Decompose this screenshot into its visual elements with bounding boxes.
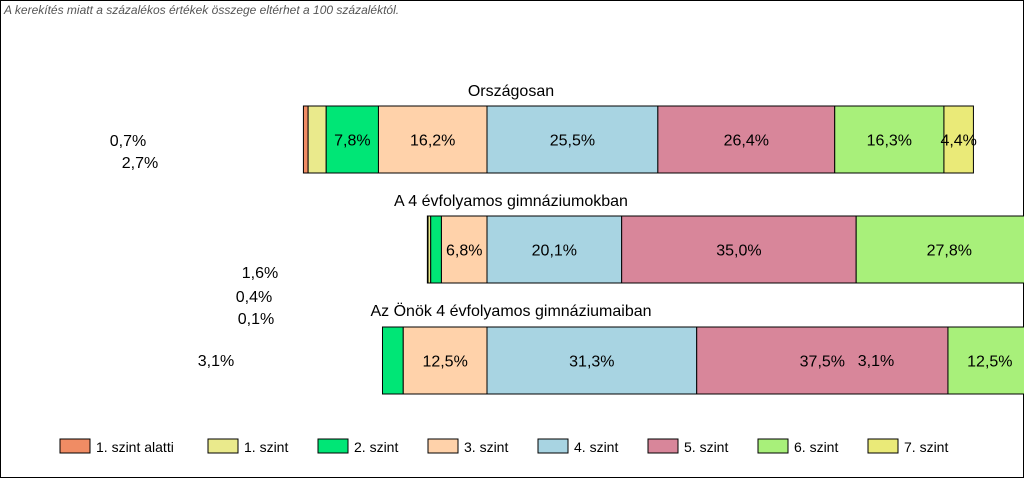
legend-swatch-7: [867, 438, 899, 454]
legend-label-6: 6. szint: [794, 439, 838, 455]
legend-label-3: 3. szint: [464, 439, 508, 455]
bar-2-segment-6: [947, 326, 1024, 395]
bar-1-label-2: 1,6%: [242, 265, 278, 282]
bar-1-label-4: 20,1%: [532, 243, 577, 260]
bar-2-label-5: 37,5%: [800, 354, 845, 371]
legend-swatch-5: [647, 438, 679, 454]
legend-swatch-4: [537, 438, 569, 454]
bar-0-segment-1: [307, 105, 327, 174]
bar-1-segment-6: [855, 215, 1024, 284]
bar-2-segment-5: [696, 326, 949, 395]
bar-0-segment-5: [657, 105, 836, 174]
legend-label-7: 7. szint: [904, 439, 948, 455]
bar-1-label-3: 6,8%: [446, 243, 482, 260]
bar-2-label-4: 31,3%: [569, 354, 614, 371]
bar-title-1: A 4 évfolyamos gimnáziumokban: [394, 193, 628, 210]
bar-0-label-6: 16,3%: [867, 133, 912, 150]
bar-0-segment-3: [377, 105, 488, 174]
bar-0-segment-2: [325, 105, 379, 174]
legend-swatch-6: [757, 438, 789, 454]
bar-1-segment-5: [621, 215, 857, 284]
bar-2-segment-2: [381, 326, 404, 395]
legend-label-1: 1. szint: [244, 439, 288, 455]
bar-0-label-4: 25,5%: [550, 133, 595, 150]
rounding-note: A kerekítés miatt a százalékos értékek ö…: [4, 3, 400, 17]
legend-swatch-0: [59, 438, 91, 454]
legend-label-5: 5. szint: [684, 439, 728, 455]
bar-0-label-3: 16,2%: [410, 133, 455, 150]
bar-1-label-5: 35,0%: [716, 243, 761, 260]
bar-0-segment-7: [943, 105, 974, 174]
bar-0-label-2: 7,8%: [334, 133, 370, 150]
legend-swatch-2: [317, 438, 349, 454]
bar-0-segment-4: [486, 105, 659, 174]
bar-1-segment-4: [486, 215, 623, 284]
bar-2-label-2: 3,1%: [198, 353, 234, 370]
bar-0-segment-0: [302, 105, 309, 174]
legend-swatch-1: [207, 438, 239, 454]
legend-label-0: 1. szint alatti: [96, 439, 174, 455]
bar-0-label-5: 26,4%: [724, 133, 769, 150]
bar-2-segment-3: [402, 326, 488, 395]
bar-1-segment-3: [440, 215, 488, 284]
bar-title-0: Országosan: [468, 83, 554, 100]
bar-0-label-0: 0,7%: [110, 133, 146, 150]
bar-0-label-7: 4,4%: [940, 133, 976, 150]
bar-1-label-1: 0,4%: [236, 289, 272, 306]
bar-1-label-6: 27,8%: [927, 243, 972, 260]
bar-2-segment-4: [486, 326, 698, 395]
bar-2-label-6: 12,5%: [967, 354, 1012, 371]
legend-label-2: 2. szint: [354, 439, 398, 455]
bar-title-2: Az Önök 4 évfolyamos gimnáziumaiban: [370, 302, 651, 320]
bar-2-label-3: 12,5%: [422, 354, 467, 371]
bar-1-label-0: 0,1%: [238, 311, 274, 328]
bar-1-segment-2: [430, 215, 442, 284]
legend-label-4: 4. szint: [574, 439, 618, 455]
bar-0-segment-6: [834, 105, 945, 174]
bar-2-label-7: 3,1%: [858, 353, 894, 370]
bar-0-label-1: 2,7%: [122, 155, 158, 172]
legend-swatch-3: [427, 438, 459, 454]
